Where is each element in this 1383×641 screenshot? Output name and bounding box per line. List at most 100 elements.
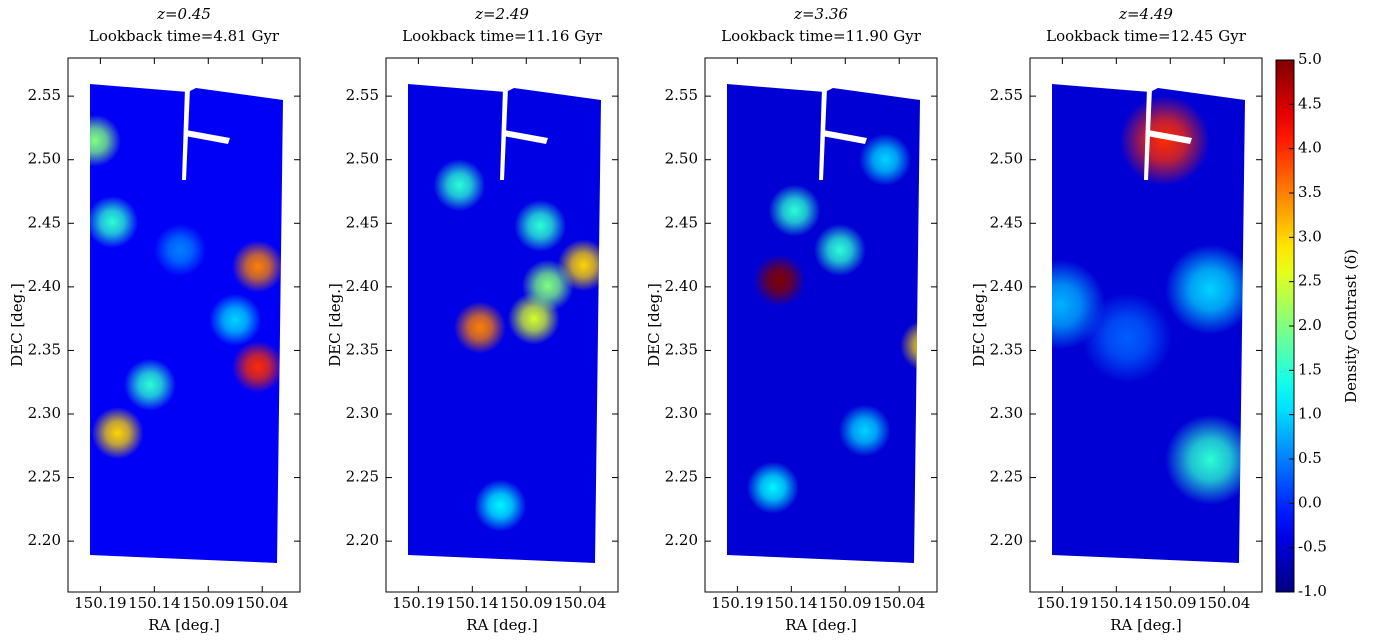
density-peak (768, 184, 821, 237)
density-peak (433, 159, 486, 212)
x-tick-label: 150.14 (765, 594, 818, 612)
density-peak (90, 114, 121, 167)
density-map (90, 114, 283, 460)
colorbar-label: Density Contrast (δ) (1342, 249, 1360, 403)
y-tick-label: 2.50 (990, 150, 1023, 168)
mask-notch (185, 130, 230, 144)
x-tick-label: 150.04 (873, 594, 926, 612)
colorbar-tick-label: 1.0 (1298, 405, 1322, 423)
colorbar-tick-label: 0.0 (1298, 493, 1322, 511)
y-tick-label: 2.35 (28, 340, 61, 358)
y-tick-label: 2.20 (665, 531, 698, 549)
colorbar-tick-label: 3.5 (1298, 183, 1322, 201)
x-tick-label: 150.09 (1144, 594, 1197, 612)
x-axis-label: RA [deg.] (466, 616, 537, 634)
density-peak (521, 259, 574, 312)
density-peak (1119, 95, 1210, 186)
y-tick-label: 2.35 (346, 340, 379, 358)
y-tick-label: 2.30 (665, 404, 698, 422)
panel-subtitle: Lookback time=11.90 Gyr (721, 27, 922, 45)
density-peak (753, 254, 806, 307)
y-tick-label: 2.25 (28, 468, 61, 486)
axes-frame (704, 57, 938, 593)
colorbar-tick-label: -1.0 (1298, 582, 1327, 600)
y-tick-label: 2.45 (28, 213, 61, 231)
y-tick-label: 2.40 (346, 277, 379, 295)
x-tick-label: 150.14 (128, 594, 181, 612)
panel-subtitle: Lookback time=4.81 Gyr (89, 27, 280, 45)
density-peak (1165, 244, 1245, 335)
x-tick-label: 150.19 (74, 594, 127, 612)
density-peak (231, 340, 283, 393)
mask-notch (822, 130, 867, 144)
mask-notch (503, 130, 548, 144)
x-axis-label: RA [deg.] (785, 616, 856, 634)
y-tick-label: 2.40 (28, 277, 61, 295)
y-tick-label: 2.20 (990, 531, 1023, 549)
panel-title: z=4.49 (1118, 5, 1173, 23)
x-tick-label: 150.19 (392, 594, 445, 612)
x-tick-label: 150.04 (1198, 594, 1251, 612)
density-peak (859, 133, 912, 186)
y-tick-label: 2.30 (990, 404, 1023, 422)
x-axis-label: RA [deg.] (1110, 616, 1181, 634)
x-tick-label: 150.04 (236, 594, 289, 612)
colorbar-tick-label: 3.0 (1298, 227, 1322, 245)
colorbar-tick-label: 2.5 (1298, 272, 1322, 290)
y-tick-label: 2.20 (346, 531, 379, 549)
colorbar-tick-label: 1.5 (1298, 360, 1322, 378)
density-map (1052, 95, 1245, 505)
density-peak (838, 404, 891, 457)
panel-title: z=2.49 (474, 5, 529, 23)
y-axis-label: DEC [deg.] (970, 283, 988, 367)
y-tick-label: 2.30 (346, 404, 379, 422)
colorbar-tick-label: 2.0 (1298, 316, 1322, 334)
density-peak (474, 479, 527, 532)
density-peak (746, 461, 799, 514)
density-peak (231, 240, 283, 293)
density-peak (124, 358, 177, 411)
y-tick-label: 2.35 (990, 340, 1023, 358)
density-peak (453, 301, 506, 354)
y-axis-label: DEC [deg.] (8, 283, 26, 367)
x-tick-label: 150.09 (819, 594, 872, 612)
axes-frame (67, 57, 301, 593)
colorbar-tick-label: 5.0 (1298, 50, 1322, 68)
y-tick-label: 2.55 (665, 86, 698, 104)
y-tick-label: 2.20 (28, 531, 61, 549)
y-tick-label: 2.55 (28, 86, 61, 104)
density-map (433, 159, 601, 532)
x-tick-label: 150.14 (1090, 594, 1143, 612)
y-tick-label: 2.25 (990, 468, 1023, 486)
y-tick-label: 2.45 (990, 213, 1023, 231)
y-tick-label: 2.45 (346, 213, 379, 231)
y-tick-label: 2.30 (28, 404, 61, 422)
y-tick-label: 2.25 (665, 468, 698, 486)
y-tick-label: 2.55 (346, 86, 379, 104)
density-peak (1165, 414, 1245, 505)
x-tick-label: 150.14 (446, 594, 499, 612)
y-tick-label: 2.55 (990, 86, 1023, 104)
x-tick-label: 150.09 (500, 594, 553, 612)
x-tick-label: 150.04 (554, 594, 607, 612)
density-peak (1052, 259, 1106, 350)
y-axis-label: DEC [deg.] (326, 283, 344, 367)
y-tick-label: 2.35 (665, 340, 698, 358)
y-tick-label: 2.45 (665, 213, 698, 231)
colorbar-tick-label: 0.5 (1298, 449, 1322, 467)
panel-subtitle: Lookback time=12.45 Gyr (1046, 27, 1247, 45)
y-axis-label: DEC [deg.] (645, 283, 663, 367)
density-map (746, 133, 920, 514)
colorbar-tick-label: -0.5 (1298, 538, 1327, 556)
x-axis-label: RA [deg.] (148, 616, 219, 634)
density-peak (154, 223, 207, 276)
y-tick-label: 2.50 (665, 150, 698, 168)
density-peak (813, 223, 866, 276)
panel-title: z=0.45 (156, 5, 211, 23)
panel-subtitle: Lookback time=11.16 Gyr (402, 27, 603, 45)
density-peak (514, 199, 567, 252)
x-tick-label: 150.09 (182, 594, 235, 612)
y-tick-label: 2.50 (346, 150, 379, 168)
density-peak (900, 319, 920, 372)
x-tick-label: 150.19 (1036, 594, 1089, 612)
